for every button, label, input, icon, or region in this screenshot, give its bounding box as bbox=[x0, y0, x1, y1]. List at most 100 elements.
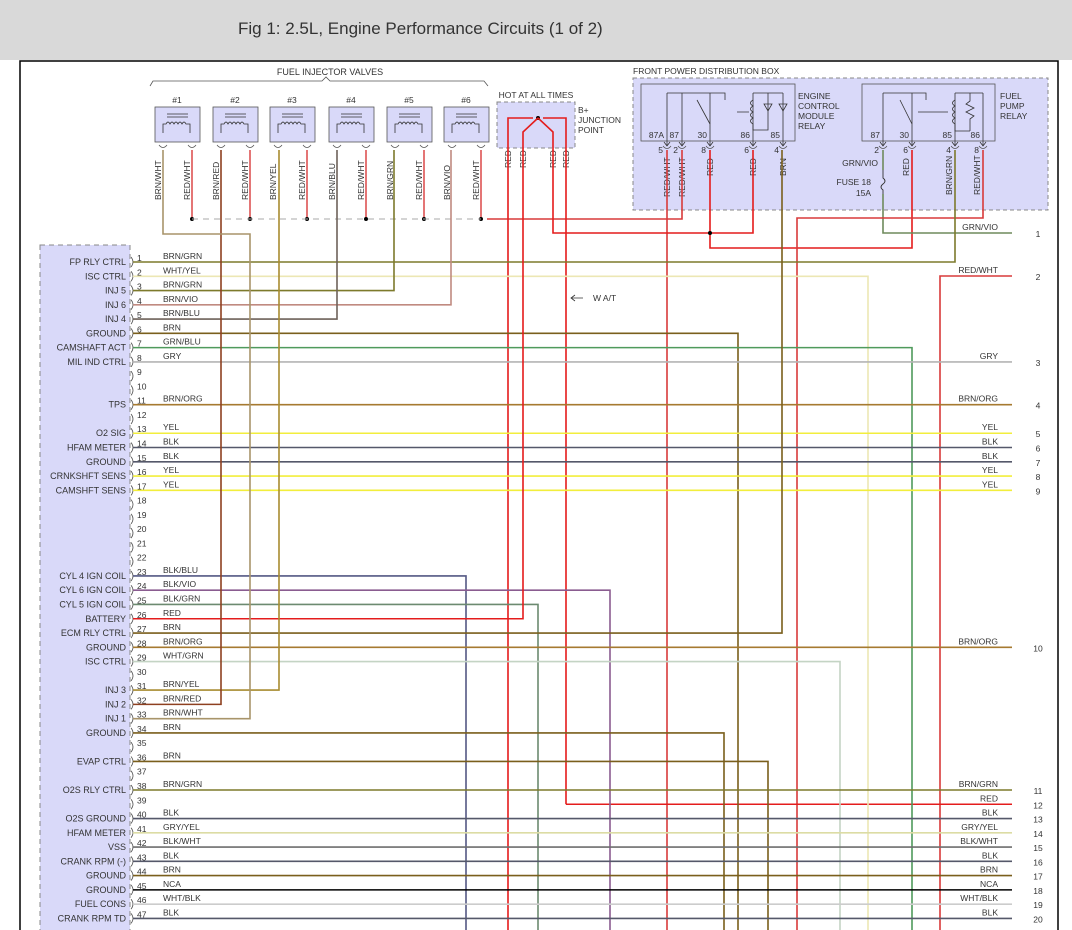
ecm-pin-number: 6 bbox=[137, 324, 142, 334]
ecm-pin-number: 27 bbox=[137, 624, 147, 634]
pin-terminal-icon bbox=[130, 799, 134, 810]
ecm-wire-label: BRN bbox=[163, 865, 181, 875]
right-connector-number: 16 bbox=[1033, 857, 1043, 867]
pin-terminal-icon bbox=[130, 413, 134, 425]
wire-ecm-relay-86 bbox=[537, 117, 754, 234]
ecm-wire-label: BRN bbox=[163, 622, 181, 632]
ecm-pin-number: 39 bbox=[137, 795, 147, 805]
right-connector-wire-label: GRY/YEL bbox=[961, 822, 998, 832]
pin-terminal-icon bbox=[130, 699, 134, 710]
ecm-pin-label: TPS bbox=[108, 400, 126, 410]
pin-terminal-icon bbox=[130, 684, 134, 696]
ecm-pin-number: 31 bbox=[137, 681, 147, 691]
pin-terminal-icon bbox=[130, 313, 134, 325]
ecm-pin-number: 17 bbox=[137, 481, 147, 491]
ecm-wire-label: WHT/BLK bbox=[163, 893, 201, 903]
ecm-pin-number: 10 bbox=[137, 381, 147, 391]
injector-coil-icon bbox=[220, 113, 249, 133]
ecm-pin-label: INJ 5 bbox=[105, 286, 126, 296]
ecm-pin-label: HFAM METER bbox=[67, 443, 127, 453]
ecm-pin-number: 43 bbox=[137, 852, 147, 862]
fuel-injector bbox=[212, 106, 259, 143]
ecm-pin-label: GROUND bbox=[86, 871, 126, 881]
pin-terminal-icon bbox=[130, 870, 134, 881]
terminal-icon bbox=[748, 145, 758, 149]
ecm-pin-label: CYL 5 IGN COIL bbox=[59, 599, 126, 609]
pin-terminal-icon bbox=[130, 342, 134, 353]
terminal-icon bbox=[361, 144, 371, 148]
injector-wire-label: RED/WHT bbox=[356, 160, 366, 200]
terminal-icon bbox=[419, 144, 429, 148]
pin-terminal-icon bbox=[130, 285, 134, 296]
wire-pin-32 bbox=[133, 150, 222, 706]
ecm-wire-label: BLK/BLU bbox=[163, 565, 198, 575]
ecm-pin-number: 11 bbox=[137, 396, 146, 406]
wire-ecm-relay-87 bbox=[487, 150, 683, 220]
ecm-pin-number: 15 bbox=[137, 453, 147, 463]
relay-terminal bbox=[951, 93, 959, 147]
relay-wire-label: RED/WHT bbox=[972, 155, 982, 195]
ecm-pin-number: 47 bbox=[137, 909, 147, 919]
relay-wire-label: RED bbox=[901, 158, 911, 176]
relay-pin-number: 2 bbox=[874, 145, 879, 155]
terminal-icon bbox=[245, 144, 255, 148]
ecm-wire-label: YEL bbox=[163, 422, 179, 432]
pin-terminal-icon bbox=[130, 256, 134, 268]
relay-wire-label: BRN bbox=[778, 158, 788, 176]
ecm-wire-label: WHT/YEL bbox=[163, 265, 201, 275]
ecm-pin-number: 41 bbox=[137, 824, 147, 834]
wire-junction-1 bbox=[507, 117, 533, 930]
pin-terminal-icon bbox=[130, 385, 134, 396]
ecm-wire-label: BRN/WHT bbox=[163, 708, 203, 718]
wire-pin-36 bbox=[133, 760, 769, 930]
ecm-wire-label: BRN bbox=[163, 322, 181, 332]
relay-terminal bbox=[706, 93, 714, 147]
relay-terminal-label: 87 bbox=[871, 130, 881, 140]
ecm-pin-label: GROUND bbox=[86, 328, 126, 338]
right-connector-number: 10 bbox=[1033, 643, 1043, 653]
injector-wire-label: BRN/WHT bbox=[153, 160, 163, 200]
pin-terminal-icon bbox=[130, 570, 134, 582]
pin-terminal-icon bbox=[130, 770, 134, 781]
junction-label: POINT bbox=[578, 125, 604, 135]
ecm-wire-label: RED bbox=[163, 608, 181, 618]
fuel-injector bbox=[154, 106, 201, 143]
pin-terminal-icon bbox=[130, 713, 134, 724]
ecm-pin-label: ISC CTRL bbox=[85, 271, 126, 281]
ecm-pin-label: O2S GROUND bbox=[65, 814, 126, 824]
right-connector-wire-label: YEL bbox=[982, 479, 998, 489]
ecm-relay-label: ENGINE bbox=[798, 91, 831, 101]
pin-terminal-icon bbox=[130, 499, 134, 510]
ecm-pin-number: 40 bbox=[137, 810, 147, 820]
right-connector-number: 18 bbox=[1033, 886, 1043, 896]
wire-pin-27 bbox=[133, 150, 783, 634]
ecm-pin-label: EVAP CTRL bbox=[77, 756, 126, 766]
ecm-pin-label: ISC CTRL bbox=[85, 657, 126, 667]
ecm-pin-number: 1 bbox=[137, 253, 142, 263]
injector-wire-label: BRN/YEL bbox=[268, 163, 278, 200]
fuel-pump-relay bbox=[861, 83, 996, 142]
ecm-pin-label: VSS bbox=[108, 842, 126, 852]
pin-terminal-icon bbox=[130, 513, 134, 525]
ecm-wire-label: YEL bbox=[163, 479, 179, 489]
ecm-pin-number: 23 bbox=[137, 567, 147, 577]
ecm-wire-label: BLK bbox=[163, 451, 179, 461]
terminal-icon bbox=[447, 144, 457, 148]
ecm-wire-label: NCA bbox=[163, 879, 181, 889]
terminal-icon bbox=[950, 145, 960, 149]
ecm-pin-label: HFAM METER bbox=[67, 828, 127, 838]
wire-pin-34 bbox=[133, 732, 725, 930]
injector-label: #5 bbox=[404, 95, 414, 105]
junction-label: JUNCTION bbox=[578, 115, 621, 125]
ecm-pin-number: 45 bbox=[137, 881, 147, 891]
ecm-pin-number: 16 bbox=[137, 467, 147, 477]
pdb-title: FRONT POWER DISTRIBUTION BOX bbox=[633, 66, 780, 76]
ecm-pin-number: 28 bbox=[137, 638, 147, 648]
ecm-pin-number: 12 bbox=[137, 410, 147, 420]
relay-terminal-label: 85 bbox=[771, 130, 781, 140]
ecm-pin-label: INJ 3 bbox=[105, 685, 126, 695]
ecm-pin-label: O2 SIG bbox=[96, 428, 126, 438]
right-connector-number: 8 bbox=[1036, 472, 1041, 482]
ecm-pin-number: 29 bbox=[137, 653, 147, 663]
pin-terminal-icon bbox=[130, 427, 134, 439]
